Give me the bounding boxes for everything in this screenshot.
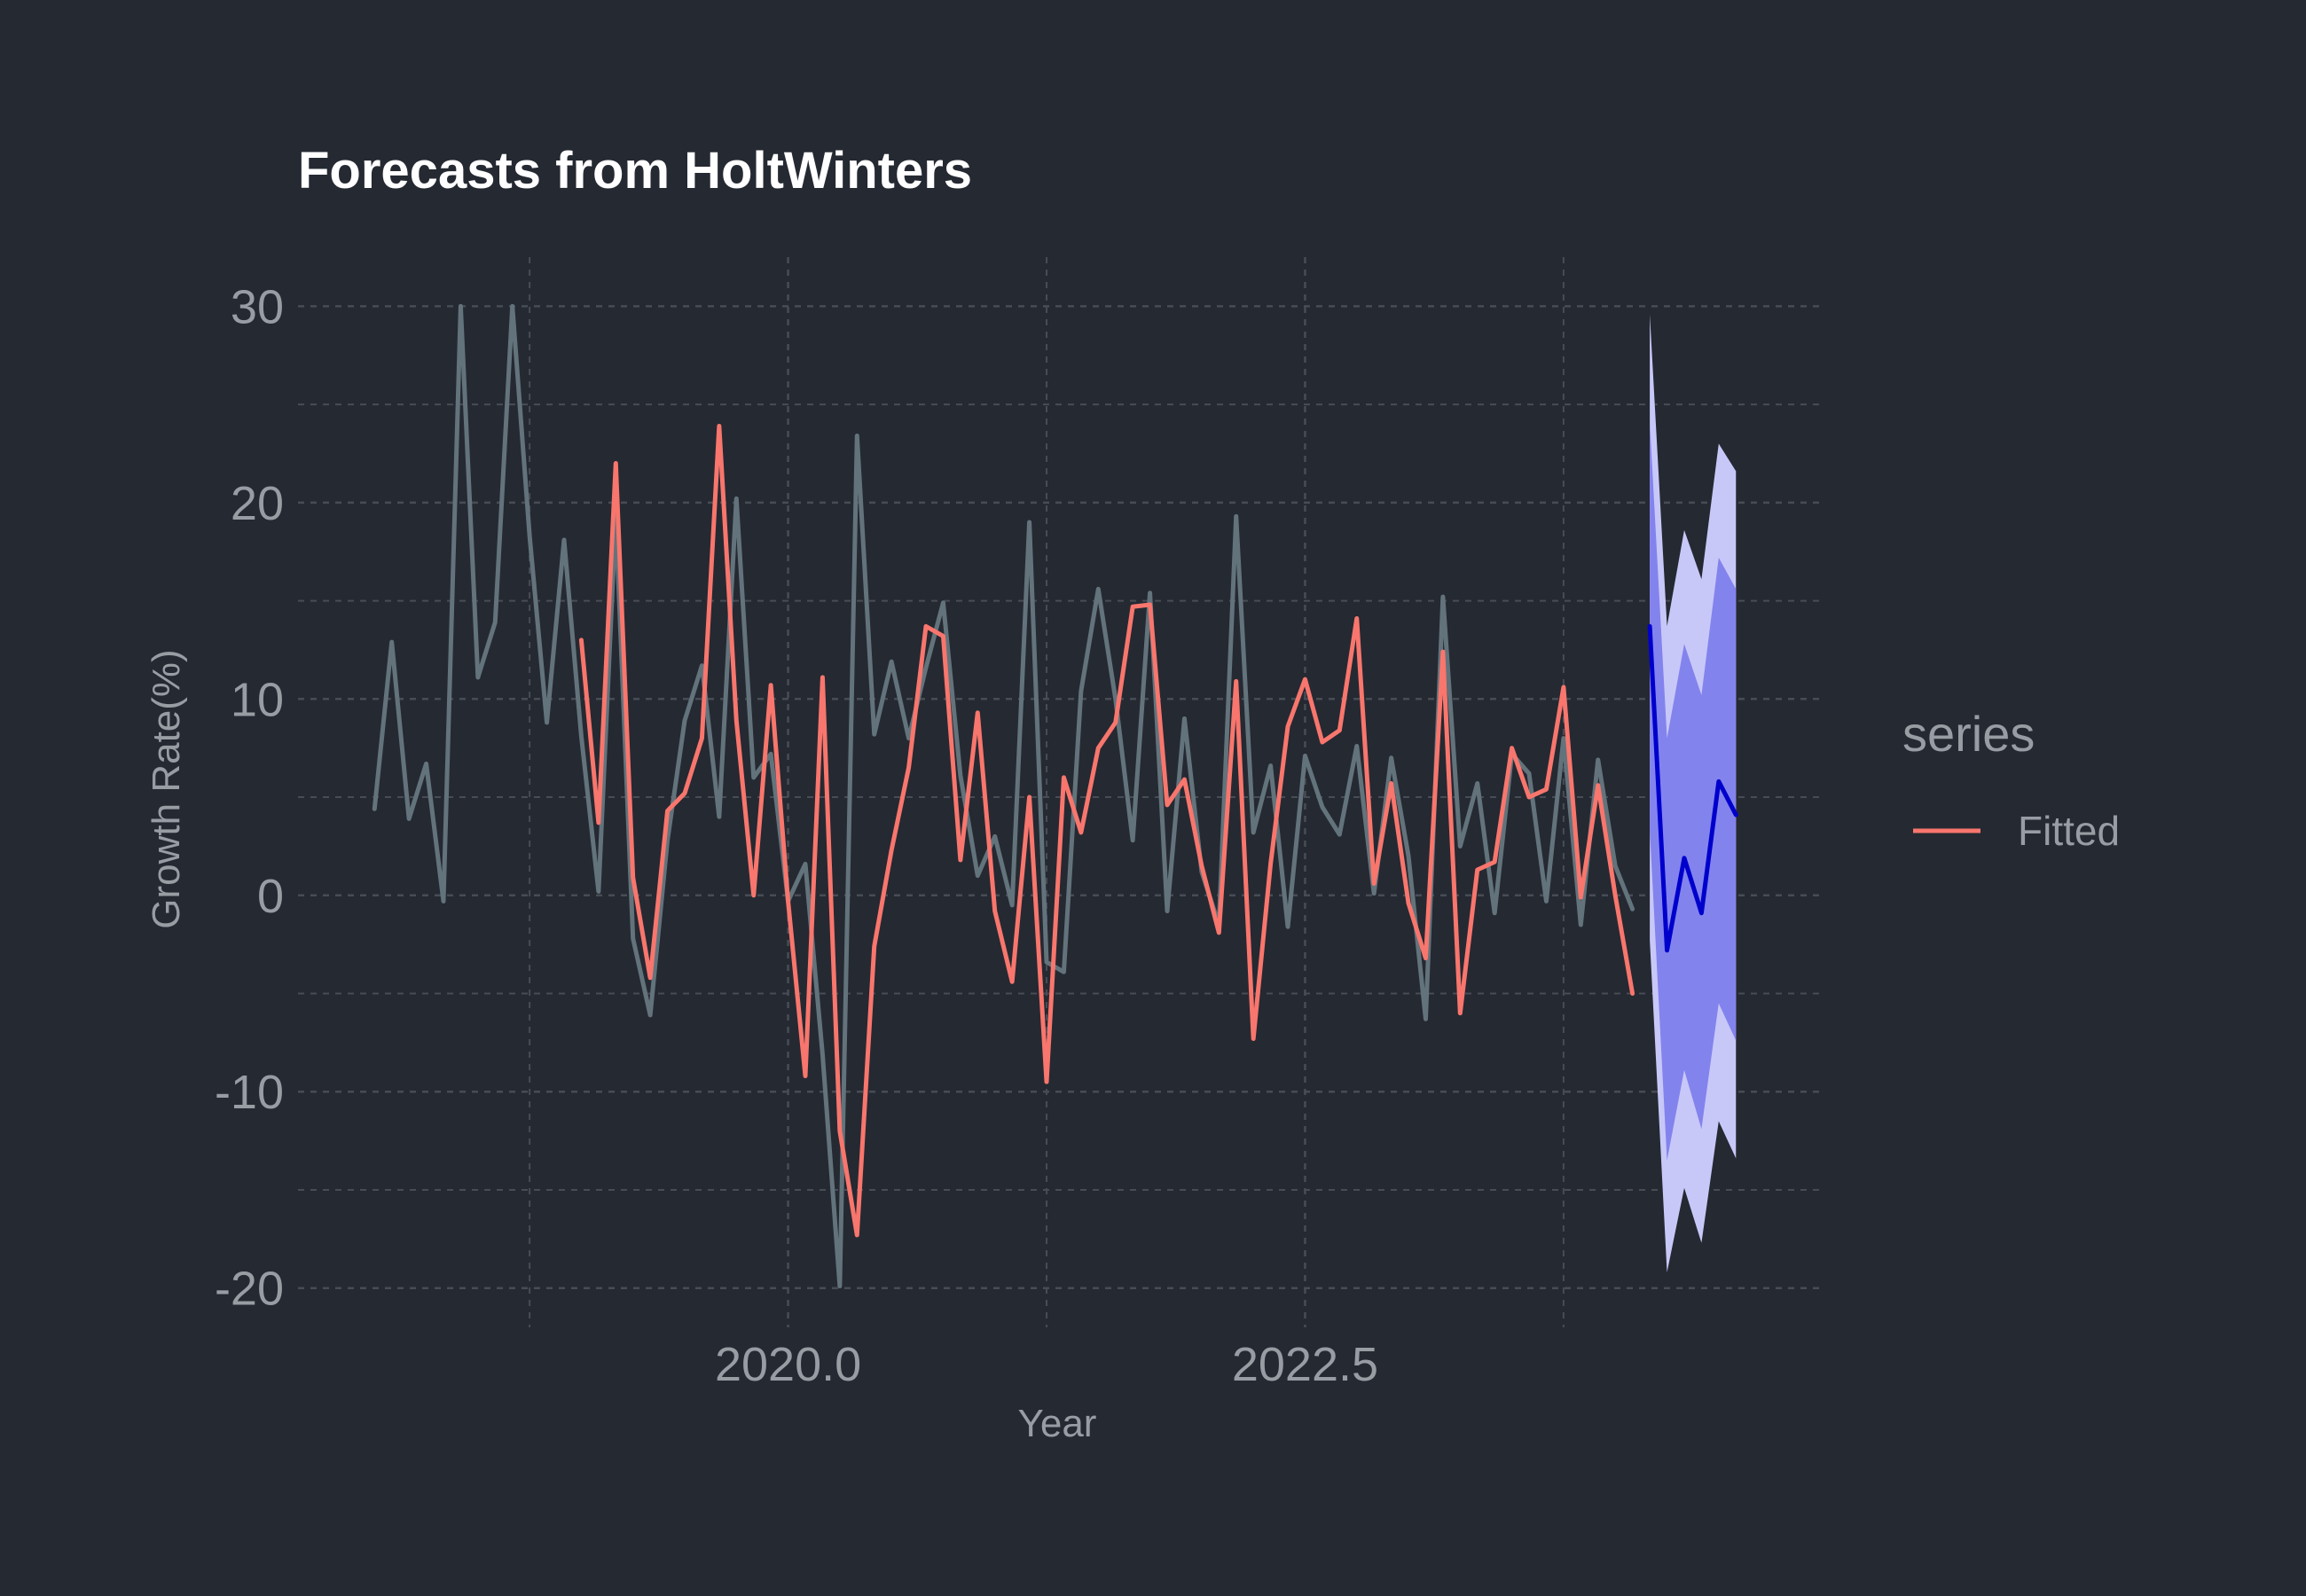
y-tick-label: 30 [231, 280, 284, 333]
series-lines [372, 303, 1738, 1288]
forecast-intervals [1650, 314, 1737, 1272]
forecast-mean-line [1647, 623, 1738, 953]
legend: series Fitted [1902, 706, 2120, 854]
x-tick-label: 2020.0 [715, 1338, 861, 1391]
grid [298, 257, 1820, 1327]
y-tick-label: 10 [231, 673, 284, 726]
x-tick-label: 2022.5 [1232, 1338, 1378, 1391]
y-tick-label: -20 [215, 1263, 284, 1316]
forecast-band-80 [1650, 422, 1737, 1161]
series-line-observed [372, 303, 1635, 1288]
series-line-fitted [578, 423, 1635, 1238]
legend-label-fitted: Fitted [2018, 808, 2120, 854]
legend-title: series [1902, 706, 2035, 762]
y-tick-label: 20 [231, 477, 284, 530]
x-axis-title: Year [1018, 1402, 1097, 1445]
x-axis-ticks: 2020.0 2022.5 [715, 1338, 1378, 1391]
y-tick-label: -10 [215, 1066, 284, 1119]
y-axis-ticks: -20 -10 0 10 20 30 [215, 280, 284, 1315]
y-axis-title: Growth Rate(%) [145, 649, 188, 928]
chart-title: Forecasts from HoltWinters [298, 142, 972, 200]
y-tick-label: 0 [257, 870, 284, 923]
